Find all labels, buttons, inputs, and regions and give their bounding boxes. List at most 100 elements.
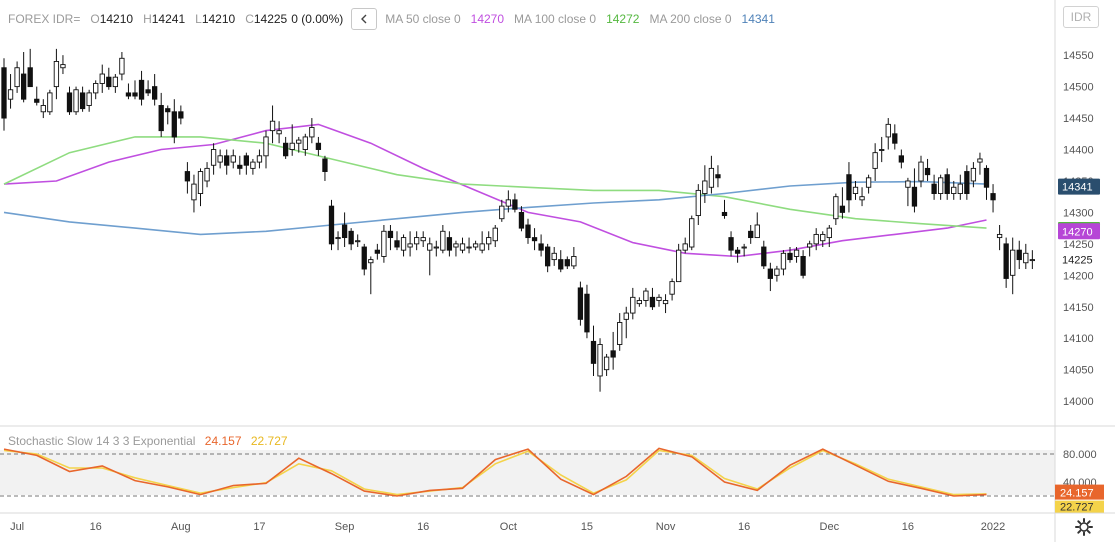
candle: [538, 234, 544, 257]
axes: 1400014050141001415014200142501430014350…: [10, 50, 1104, 533]
gear-icon[interactable]: [1074, 517, 1094, 537]
candle-body: [597, 344, 603, 377]
candle: [165, 105, 171, 125]
candle-body: [734, 249, 741, 254]
candle: [702, 165, 708, 203]
candle: [387, 225, 394, 251]
candle-body: [66, 92, 73, 113]
candle-body: [14, 67, 20, 88]
candle: [793, 247, 800, 263]
candle-body: [617, 322, 623, 345]
candle: [780, 250, 787, 276]
candle: [263, 130, 269, 169]
ma50-label[interactable]: MA 50 close 0: [385, 12, 461, 26]
candle-body: [911, 186, 918, 207]
candle-body: [335, 237, 341, 240]
candle-body: [283, 142, 289, 157]
candle-body: [446, 237, 453, 251]
low-label: L: [195, 12, 202, 26]
candle: [472, 240, 479, 251]
price-badge-label: 14225: [1062, 255, 1093, 267]
candle-body: [184, 171, 191, 182]
candle-body: [656, 296, 662, 301]
price-tick-label: 14150: [1063, 302, 1094, 314]
candle: [610, 331, 616, 370]
candle-body: [793, 249, 800, 257]
change-value: 0 (0.00%): [291, 12, 344, 26]
collapse-legend-button[interactable]: [351, 8, 378, 30]
price-badge-label: 14341: [1062, 182, 1093, 194]
candle-body: [374, 249, 380, 254]
candle-body: [407, 243, 413, 248]
stochastic-label[interactable]: Stochastic Slow 14 3 3 Exponential: [8, 434, 196, 448]
candle: [518, 206, 525, 232]
stochastic-d-badge-label: 22.727: [1060, 502, 1094, 514]
price-tick-label: 14200: [1063, 270, 1094, 282]
candle: [918, 155, 924, 188]
candle-body: [931, 183, 937, 194]
candle-body: [741, 246, 747, 249]
candle: [656, 294, 662, 307]
candle-body: [531, 237, 538, 242]
stochastic-line-k: [3, 447, 987, 497]
candle-body: [93, 83, 99, 94]
candle-body: [322, 158, 328, 172]
candle: [734, 247, 741, 263]
time-tick-label: 16: [417, 521, 429, 533]
candle-body: [256, 155, 263, 163]
candle: [721, 199, 728, 219]
price-tick-label: 14500: [1063, 82, 1094, 94]
currency-button[interactable]: IDR: [1063, 6, 1099, 28]
stochastic-line-d: [3, 449, 987, 496]
candle: [86, 89, 92, 112]
candle: [341, 212, 348, 248]
ma-line-3: [3, 180, 987, 236]
candle-body: [309, 127, 315, 138]
close-value: 14225: [253, 12, 288, 26]
candle-body: [486, 237, 492, 245]
symbol-label: FOREX IDR=: [8, 12, 81, 26]
candle: [315, 136, 322, 156]
ma200-value: 14341: [741, 12, 775, 26]
candle: [125, 83, 132, 100]
candle: [787, 247, 793, 263]
candle-body: [171, 111, 177, 138]
candle-body: [852, 186, 859, 194]
close-label: C: [245, 12, 254, 26]
candle: [256, 149, 263, 169]
candle-body: [872, 152, 878, 169]
candle-body: [905, 180, 911, 188]
price-tick-label: 14100: [1063, 333, 1094, 345]
candle: [977, 152, 983, 175]
candle-body: [957, 183, 963, 194]
candle-body: [7, 89, 14, 100]
candle: [269, 105, 276, 144]
stochastic-pane[interactable]: [0, 447, 1055, 497]
candle: [14, 61, 20, 93]
candle: [374, 243, 380, 260]
candle-body: [558, 259, 564, 270]
candle: [250, 158, 256, 175]
ma200-label[interactable]: MA 200 close 0: [649, 12, 732, 26]
candle-body: [400, 237, 407, 251]
candle: [119, 52, 125, 81]
candle: [689, 215, 695, 251]
candle: [767, 262, 774, 292]
candle-body: [355, 240, 361, 243]
candle: [964, 165, 970, 200]
candle: [145, 80, 151, 97]
time-tick-label: 17: [253, 521, 265, 533]
candle-body: [754, 224, 760, 239]
candle-body: [761, 246, 767, 267]
candle-body: [197, 171, 204, 194]
candle-body: [34, 98, 40, 103]
time-tick-label: Oct: [500, 521, 517, 533]
price-pane[interactable]: [1, 48, 1036, 392]
ma100-label[interactable]: MA 100 close 0: [514, 12, 597, 26]
candle: [499, 199, 505, 222]
candle: [636, 297, 643, 307]
stochastic-d-badge: [1055, 500, 1104, 513]
candle: [197, 168, 204, 207]
candle: [1016, 240, 1022, 270]
